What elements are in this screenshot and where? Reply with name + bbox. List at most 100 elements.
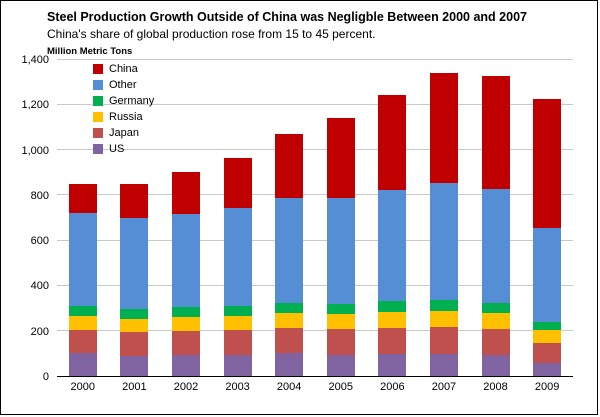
bar-segment-japan-2007 [429, 326, 458, 354]
bar-segment-japan-2008 [481, 328, 510, 356]
plot-area: China Other Germany Russia Japan US [57, 59, 573, 377]
bar-2005 [326, 60, 355, 376]
bar-2001 [120, 60, 149, 376]
legend-swatch-china [93, 64, 103, 74]
x-axis-label-2007: 2007 [431, 381, 457, 393]
bar-slot [263, 60, 315, 376]
x-axis-label-2004: 2004 [276, 381, 302, 393]
bars-layer [57, 60, 573, 376]
bar-slot [212, 60, 264, 376]
bar-segment-russia-2007 [429, 310, 458, 327]
x-axis-label-2005: 2005 [328, 381, 353, 393]
y-axis-tick-label: 800 [30, 189, 49, 202]
x-axis-label-2001: 2001 [122, 381, 147, 393]
bar-segment-germany-2009 [533, 322, 562, 330]
bar-segment-china-2006 [378, 95, 407, 190]
y-axis: 0 200 400 600 800 1,000 1,200 1,400 [11, 54, 57, 383]
bar-segment-us-2006 [378, 353, 407, 376]
bar-segment-germany-2002 [171, 307, 200, 318]
bar-segment-russia-2003 [223, 316, 252, 330]
bar-segment-japan-2009 [533, 343, 562, 363]
bar-segment-other-2001 [120, 218, 149, 309]
bar-segment-us-2007 [429, 353, 458, 376]
legend-item-germany: Germany [93, 95, 154, 107]
legend-swatch-russia [93, 112, 103, 122]
legend-swatch-japan [93, 128, 103, 138]
bar-2002 [171, 60, 200, 376]
bar-segment-china-2005 [326, 118, 355, 198]
bar-segment-japan-2003 [223, 329, 252, 355]
x-axis-spacer [11, 377, 57, 393]
bar-segment-germany-2005 [326, 304, 355, 315]
bar-segment-other-2007 [429, 183, 458, 300]
bar-segment-us-2004 [275, 353, 304, 376]
legend-swatch-us [93, 144, 103, 154]
bar-segment-china-2000 [68, 184, 97, 214]
bar-segment-germany-2004 [275, 302, 304, 314]
y-axis-tick-label: 1,000 [21, 144, 49, 157]
bar-slot [160, 60, 212, 376]
bar-segment-japan-2000 [68, 329, 97, 354]
x-axis-label-2008: 2008 [483, 381, 508, 393]
x-axis-label-2000: 2000 [70, 381, 96, 393]
y-axis-tick-label: 1,400 [21, 54, 49, 66]
gridline [57, 284, 573, 286]
gridline [57, 194, 573, 196]
bar-segment-germany-2006 [378, 301, 407, 312]
legend-swatch-other [93, 80, 103, 90]
bar-segment-china-2009 [533, 98, 562, 229]
bar-2003 [223, 60, 252, 376]
bar-slot [418, 60, 470, 376]
legend-label-other: Other [109, 79, 137, 91]
legend-item-china: China [93, 63, 154, 75]
legend-label-china: China [109, 63, 138, 75]
bar-segment-us-2003 [223, 354, 252, 376]
legend: China Other Germany Russia Japan US [93, 63, 154, 155]
x-axis: 2000 2001 2002 2003 2004 2005 2006 2007 2008 2009 [57, 381, 573, 393]
bar-slot [470, 60, 522, 376]
legend-label-japan: Japan [109, 127, 139, 139]
bar-segment-other-2003 [223, 207, 252, 307]
y-axis-tick-label: 0 [42, 371, 49, 383]
bar-segment-russia-2001 [120, 319, 149, 333]
gridline [57, 104, 573, 106]
bar-segment-china-2001 [120, 183, 149, 219]
legend-item-japan: Japan [93, 127, 154, 139]
bar-segment-japan-2001 [120, 332, 149, 356]
bar-segment-china-2008 [481, 75, 510, 189]
legend-item-us: US [93, 143, 154, 155]
bar-segment-germany-2008 [481, 302, 510, 314]
bar-segment-germany-2007 [429, 299, 458, 311]
bar-2009 [533, 60, 562, 376]
gridline [57, 329, 573, 331]
bar-2006 [378, 60, 407, 376]
legend-swatch-germany [93, 96, 103, 106]
bar-segment-japan-2005 [326, 329, 355, 355]
bar-segment-japan-2004 [275, 327, 304, 354]
gridline [57, 239, 573, 241]
x-axis-label-2006: 2006 [380, 381, 405, 393]
bar-segment-us-2002 [171, 355, 200, 376]
legend-item-russia: Russia [93, 111, 154, 123]
y-axis-tick-label: 1,200 [21, 99, 49, 112]
bar-2000 [68, 60, 97, 376]
bar-segment-germany-2000 [68, 305, 97, 317]
y-axis-tick-label: 200 [30, 325, 49, 338]
bar-slot [109, 60, 161, 376]
bar-segment-us-2008 [481, 355, 510, 376]
bar-segment-china-2004 [275, 133, 304, 198]
bar-segment-russia-2005 [326, 314, 355, 330]
chart-title: Steel Production Growth Outside of China… [47, 10, 527, 24]
legend-item-other: Other [93, 79, 154, 91]
bar-segment-russia-2000 [68, 316, 97, 330]
bar-segment-us-2009 [533, 362, 562, 376]
bar-segment-germany-2003 [223, 306, 252, 317]
x-axis-label-2003: 2003 [225, 381, 250, 393]
bar-segment-russia-2006 [378, 311, 407, 328]
bar-segment-russia-2008 [481, 313, 510, 329]
bar-segment-other-2005 [326, 197, 355, 305]
bar-segment-us-2005 [326, 354, 355, 376]
bar-segment-china-2007 [429, 72, 458, 184]
bar-segment-us-2001 [120, 355, 149, 376]
